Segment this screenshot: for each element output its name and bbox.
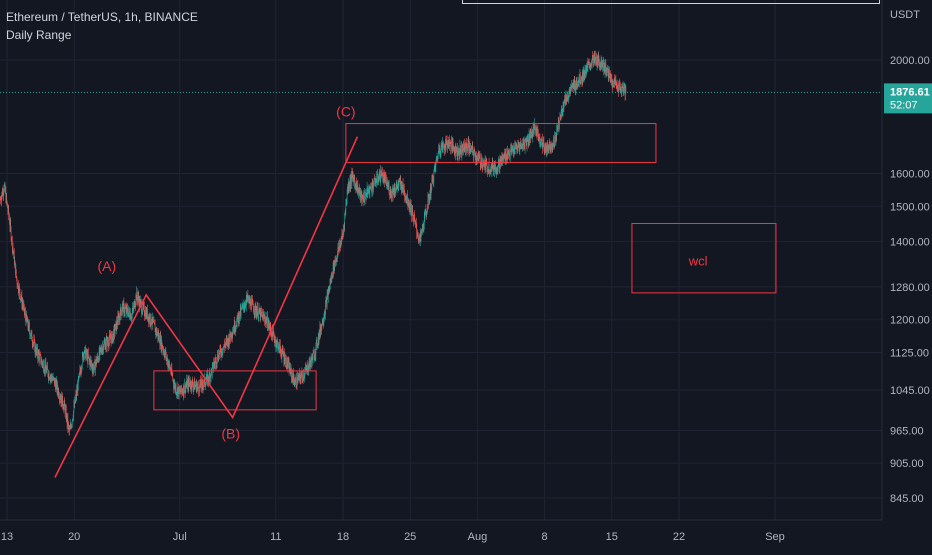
price-tick-label: 965.00 <box>890 425 924 437</box>
time-tick-label: Aug <box>468 531 488 543</box>
top-toolbar-frame <box>462 0 880 4</box>
symbol-title[interactable]: Ethereum / TetherUS, 1h, BINANCE <box>6 10 198 24</box>
price-axis[interactable]: 845.00 905.00 965.00 1045.00 1125.00 1200.00 1… <box>884 9 932 505</box>
indicator-label[interactable]: Daily Range <box>6 28 71 42</box>
price-tick-label: 2000.00 <box>890 55 930 67</box>
price-tick-label: 1280.00 <box>890 282 930 294</box>
time-axis[interactable]: 13 20 Jul 11 18 25 Aug 8 15 22 Sep <box>1 531 785 543</box>
elliott-wave-line <box>55 137 357 478</box>
time-tick-label: 18 <box>337 531 349 543</box>
candle-countdown: 52:07 <box>890 99 918 111</box>
price-tick-label: 905.00 <box>890 458 924 470</box>
time-tick-label: 11 <box>270 531 281 543</box>
time-tick-label: 8 <box>542 531 548 543</box>
price-tick-label: 1500.00 <box>890 201 930 213</box>
time-tick-label: 25 <box>404 531 416 543</box>
grid <box>0 0 882 520</box>
time-tick-label: 22 <box>673 531 685 543</box>
price-tick-label: 1600.00 <box>890 168 930 180</box>
currency-label: USDT <box>890 9 920 21</box>
time-tick-label: 20 <box>68 531 80 543</box>
price-tick-label: 1125.00 <box>890 348 929 360</box>
time-tick-label: 15 <box>606 531 618 543</box>
current-price-value: 1876.61 <box>890 86 930 98</box>
price-tick-label: 1045.00 <box>890 385 930 397</box>
time-tick-label: 13 <box>1 531 13 543</box>
wave-label: (C) <box>336 103 355 119</box>
wave-label: (B) <box>221 425 240 441</box>
price-tick-label: 1200.00 <box>890 315 930 327</box>
box-label: wcl <box>688 253 708 268</box>
wave-label: (A) <box>98 258 117 274</box>
time-tick-label: Sep <box>765 531 785 543</box>
time-tick-label: Jul <box>173 531 187 543</box>
price-tick-label: 845.00 <box>890 493 924 505</box>
price-tick-label: 1400.00 <box>890 236 930 248</box>
candles <box>0 51 626 436</box>
